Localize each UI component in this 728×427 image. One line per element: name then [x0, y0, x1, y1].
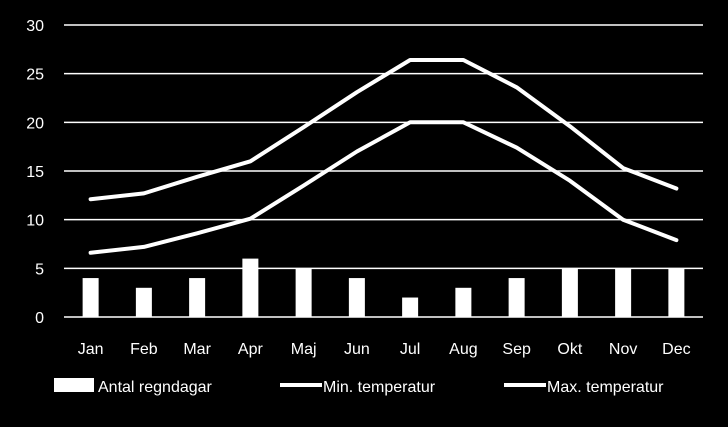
x-tick-label: Apr: [238, 341, 264, 358]
bar-maj: [295, 268, 312, 317]
bar-apr: [242, 258, 259, 317]
x-tick-label: Jun: [344, 341, 370, 358]
bar-jun: [348, 278, 365, 317]
legend-label-min-temperatur: Min. temperatur: [323, 379, 436, 396]
line-max-temperatur: [88, 58, 679, 202]
x-tick-label: Okt: [557, 341, 582, 358]
bar-nov: [615, 268, 632, 317]
grid-lines: [64, 24, 703, 318]
x-tick-label: Dec: [662, 341, 690, 358]
x-tick-label: Jul: [400, 341, 420, 358]
y-tick-label: 25: [26, 67, 44, 84]
y-tick-label: 20: [26, 115, 44, 132]
x-tick-label: Nov: [609, 341, 637, 358]
line-series: [88, 58, 679, 255]
y-tick-label: 0: [35, 310, 44, 327]
x-tick-label: Maj: [291, 341, 317, 358]
x-tick-label: Sep: [502, 341, 531, 358]
bar-jul: [402, 297, 419, 317]
y-tick-label: 5: [35, 261, 44, 278]
bar-jan: [82, 278, 99, 317]
bar-sep: [508, 278, 525, 317]
x-tick-label: Mar: [183, 341, 211, 358]
bar-series: [82, 258, 685, 317]
x-tick-label: Jan: [78, 341, 104, 358]
y-tick-label: 10: [26, 213, 44, 230]
bar-mar: [189, 278, 206, 317]
legend-swatch-antal-regndagar: [54, 378, 94, 392]
x-tick-label: Aug: [449, 341, 477, 358]
bar-dec: [668, 268, 685, 317]
line-min-temperatur: [88, 120, 679, 255]
y-axis-ticks: 0 5 10 15 20 25 30: [26, 18, 44, 327]
legend: Antal regndagar Min. temperatur Max. tempe…: [54, 378, 664, 396]
bar-okt: [561, 268, 578, 317]
bar-feb: [135, 287, 152, 317]
bar-aug: [455, 287, 472, 317]
y-tick-label: 30: [26, 18, 44, 35]
legend-label-antal-regndagar: Antal regndagar: [98, 379, 213, 396]
legend-label-max-temperatur: Max. temperatur: [547, 379, 664, 396]
x-axis-ticks: Jan Feb Mar Apr Maj Jun Jul Aug Sep Okt Nov Dec: [78, 341, 691, 358]
y-tick-label: 15: [26, 164, 44, 181]
x-tick-label: Feb: [130, 341, 158, 358]
